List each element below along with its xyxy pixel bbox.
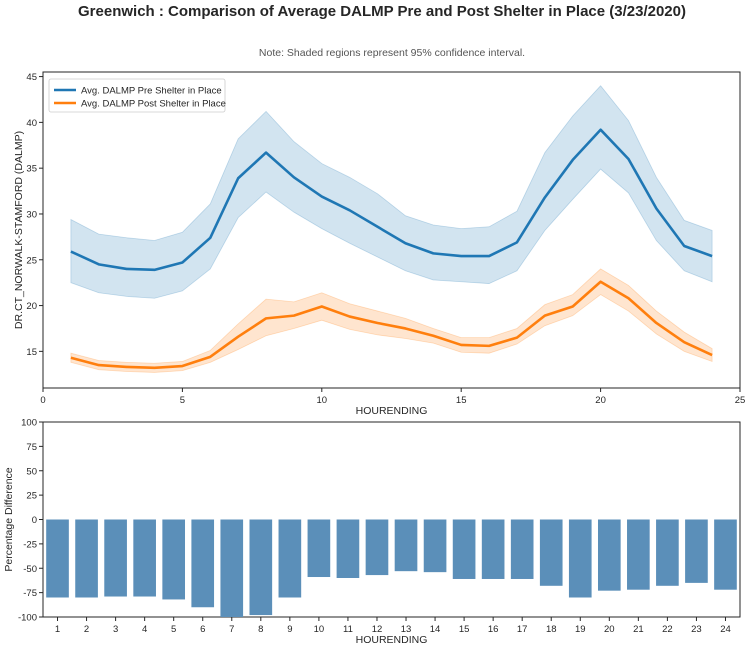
bar-y-tick-label: 100	[21, 418, 37, 429]
bar-y-axis-label: Percentage Difference	[3, 467, 15, 571]
bar-hour-20	[597, 519, 621, 591]
bar-y-tick-label: -100	[18, 613, 37, 624]
line-plot-frame	[42, 71, 741, 389]
y-tick-label: 20	[26, 301, 37, 312]
bar-hour-9	[278, 519, 302, 598]
bar-hour-5	[162, 519, 186, 600]
bar-y-tick-label: 25	[26, 491, 37, 502]
series-line-pre	[70, 128, 713, 272]
legend-label-pre: Avg. DALMP Pre Shelter in Place	[81, 86, 222, 97]
bar-panel: 1 2 3 4 5 6 7 8 9 10 11 12 13 14 15 16 17 18 19 20 21 22 23 24-…	[3, 418, 741, 646]
bar-hour-14	[423, 519, 447, 573]
bar-x-tick-label: 19	[575, 624, 586, 635]
ci-band-pre	[70, 85, 713, 299]
bar-y-tick-label: 0	[32, 515, 37, 526]
bar-x-tick-label: 12	[372, 624, 383, 635]
legend-label-post: Avg. DALMP Post Shelter in Place	[81, 99, 226, 110]
y-tick-label: 25	[26, 255, 37, 266]
y-tick-label: 15	[26, 347, 37, 358]
bar-hour-22	[656, 519, 679, 586]
y-tick-label: 40	[26, 118, 37, 129]
bar-x-tick-label: 2	[84, 624, 89, 635]
bar-hour-17	[510, 519, 534, 579]
bar-x-tick-label: 7	[229, 624, 234, 635]
bar-x-tick-label: 23	[691, 624, 702, 635]
bar-x-tick-label: 13	[401, 624, 412, 635]
bar-y-tick-label: -75	[23, 588, 37, 599]
bar-hour-10	[307, 519, 331, 578]
line-panel: 0 5 10 15 20 25 15 20 25 30 35 40 45 HOURENDING DR.CT_…	[13, 71, 746, 417]
bar-x-tick-label: 8	[258, 624, 263, 635]
bar-hour-8	[249, 519, 273, 616]
bar-x-tick-label: 20	[604, 624, 615, 635]
x-tick-label: 25	[735, 395, 746, 406]
bar-x-tick-label: 18	[546, 624, 557, 635]
chart-title: Greenwich : Comparison of Average DALMP …	[78, 3, 686, 20]
bar-x-tick-label: 21	[633, 624, 644, 635]
bar-hour-18	[539, 519, 563, 586]
bar-x-tick-label: 4	[142, 624, 147, 635]
bar-hour-12	[365, 519, 389, 576]
x-tick-label: 20	[595, 395, 606, 406]
bar-x-tick-label: 1	[55, 624, 60, 635]
y-tick-label: 45	[26, 72, 37, 83]
bar-x-tick-label: 22	[662, 624, 673, 635]
bar-x-tick-label: 10	[314, 624, 325, 635]
bar-hour-15	[452, 519, 476, 579]
series-line-post	[70, 280, 713, 370]
bar-hour-24	[714, 519, 737, 590]
bar-x-axis-label: HOURENDING	[356, 634, 428, 646]
bar-hour-21	[627, 519, 650, 590]
ci-band-post	[70, 268, 713, 373]
bar-hour-2	[75, 519, 98, 598]
bar-hour-1	[46, 519, 69, 598]
bar-hour-6	[191, 519, 215, 608]
bar-x-tick-label: 24	[720, 624, 731, 635]
bar-x-tick-label: 5	[171, 624, 176, 635]
y-tick-label: 30	[26, 209, 37, 220]
bar-x-tick-label: 9	[287, 624, 292, 635]
y-tick-label: 35	[26, 164, 37, 175]
bar-y-tick-label: 75	[26, 442, 37, 453]
bar-x-tick-label: 16	[488, 624, 499, 635]
bar-x-tick-label: 6	[200, 624, 205, 635]
legend-box	[48, 78, 226, 113]
bar-hour-19	[568, 519, 592, 598]
bar-hour-11	[336, 519, 360, 578]
bar-x-tick-label: 14	[430, 624, 441, 635]
bar-x-tick-label: 17	[517, 624, 528, 635]
bar-hour-13	[394, 519, 418, 572]
y-axis-label: DR.CT_NORWALK-STAMFORD (DALMP)	[13, 131, 25, 329]
x-tick-label: 15	[456, 395, 467, 406]
bar-hour-16	[481, 519, 505, 579]
bar-hour-4	[133, 519, 156, 597]
bar-y-tick-label: -25	[23, 539, 37, 550]
bar-hour-7	[220, 519, 244, 617]
bar-hour-23	[685, 519, 708, 583]
bar-x-tick-label: 3	[113, 624, 118, 635]
x-tick-label: 10	[317, 395, 328, 406]
bar-hour-3	[104, 519, 127, 597]
legend: Avg. DALMP Pre Shelter in Place Avg. DALM…	[48, 78, 226, 113]
bar-x-tick-label: 11	[343, 624, 353, 635]
x-tick-label: 5	[180, 395, 185, 406]
x-axis-label: HOURENDING	[356, 405, 428, 417]
bar-y-tick-label: 50	[26, 466, 37, 477]
x-tick-label: 0	[40, 395, 45, 406]
chart-note: Note: Shaded regions represent 95% confi…	[259, 47, 525, 59]
bar-x-tick-label: 15	[459, 624, 470, 635]
bar-y-tick-label: -50	[23, 564, 37, 575]
